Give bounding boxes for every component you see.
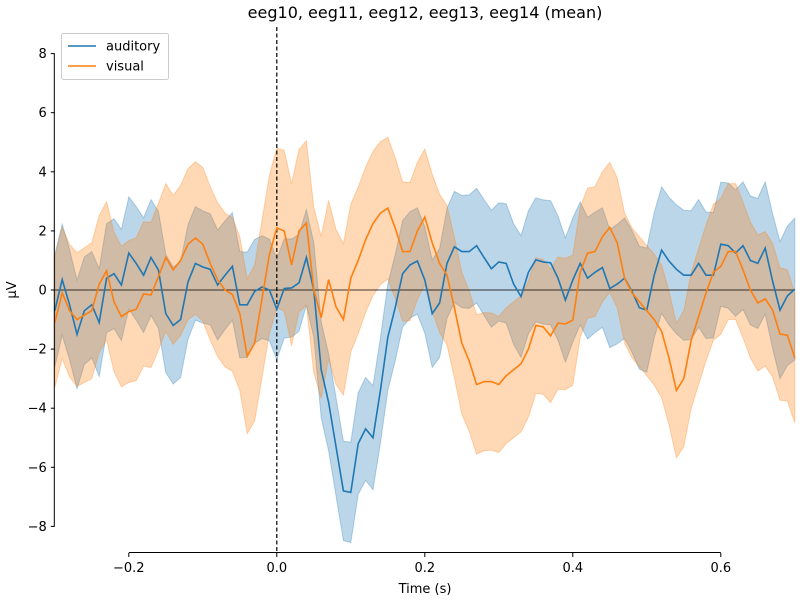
- legend-label-auditory: auditory: [106, 40, 160, 55]
- x-tick-label: 0.2: [414, 561, 435, 576]
- y-tick-label: −2: [28, 343, 47, 358]
- legend: auditory visual: [61, 33, 169, 80]
- ci-band-visual: [54, 136, 796, 460]
- y-tick-label: 2: [39, 224, 47, 239]
- y-axis-label: µV: [5, 281, 20, 298]
- x-axis-label: Time (s): [398, 582, 452, 597]
- y-tick-label: −8: [28, 520, 47, 535]
- legend-frame: [61, 33, 169, 80]
- y-tick-label: −4: [28, 402, 47, 417]
- y-tick-label: 0: [39, 284, 47, 299]
- y-tick-label: −6: [28, 461, 47, 476]
- ci-bands: [54, 136, 796, 544]
- legend-label-visual: visual: [106, 60, 144, 75]
- x-tick-label: 0.6: [710, 561, 731, 576]
- series-line-auditory: [54, 243, 796, 494]
- x-tick-label: 0.0: [266, 561, 287, 576]
- series-line-visual: [54, 206, 796, 393]
- chart-title: eeg10, eeg11, eeg12, eeg13, eeg14 (mean): [248, 3, 603, 22]
- axes: −8 −6 −4 −2 0 2 4 6 8 −0.2 0.0 0.2 0.4 0.6: [28, 47, 732, 576]
- ci-band-auditory: [54, 180, 796, 544]
- y-tick-label: 4: [39, 165, 47, 180]
- x-tick-label: −0.2: [113, 561, 145, 576]
- x-tick-label: 0.4: [562, 561, 583, 576]
- y-tick-label: 6: [39, 106, 47, 121]
- series-lines: [54, 206, 796, 494]
- y-tick-label: 8: [39, 47, 47, 62]
